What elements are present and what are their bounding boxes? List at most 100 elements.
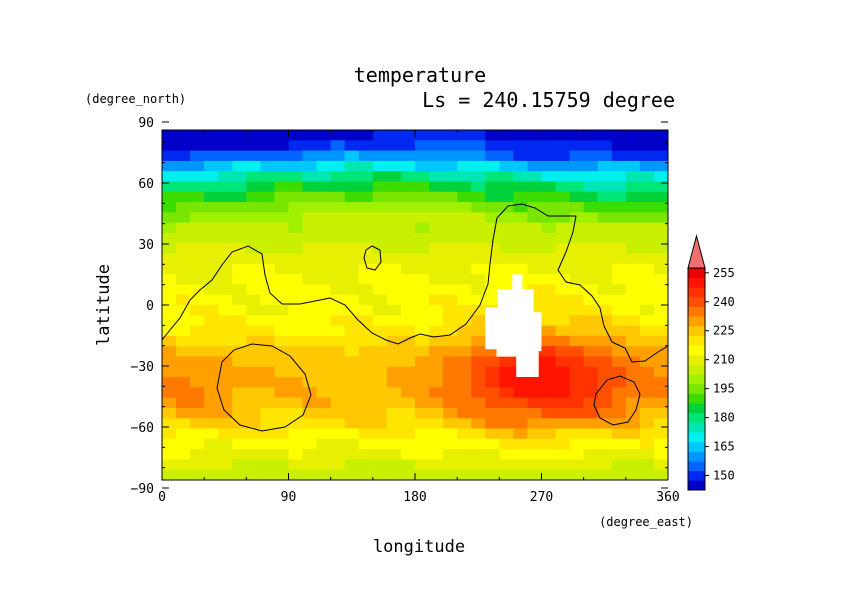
heatmap-cell bbox=[190, 346, 205, 358]
colorbar-label: 165 bbox=[713, 440, 735, 454]
heatmap-cell bbox=[218, 150, 233, 162]
heatmap-cell bbox=[358, 469, 374, 480]
colorbar-frame bbox=[687, 267, 706, 491]
heatmap-cell bbox=[597, 284, 613, 296]
heatmap-cell bbox=[415, 335, 430, 347]
colorbar-label: 255 bbox=[713, 266, 735, 280]
heatmap-cell bbox=[316, 284, 332, 296]
heatmap-cell bbox=[429, 274, 444, 286]
heatmap-cell bbox=[176, 469, 191, 480]
heatmap-cell bbox=[386, 449, 402, 461]
heatmap-cell bbox=[457, 407, 472, 419]
heatmap-cell bbox=[232, 212, 247, 224]
heatmap-cell bbox=[288, 202, 304, 213]
heatmap-cell bbox=[372, 181, 388, 193]
heatmap-cell bbox=[386, 459, 402, 471]
heatmap-cell bbox=[232, 140, 247, 152]
heatmap-cell bbox=[457, 232, 472, 244]
heatmap-cell bbox=[457, 438, 472, 450]
heatmap-cell bbox=[443, 438, 458, 450]
heatmap-cell bbox=[415, 232, 430, 244]
heatmap-cell bbox=[597, 140, 613, 152]
heatmap-cell bbox=[316, 212, 332, 224]
heatmap-cell bbox=[204, 366, 219, 378]
heatmap-cell bbox=[443, 253, 458, 265]
heatmap-cell bbox=[246, 366, 261, 378]
heatmap-cell bbox=[625, 335, 641, 347]
heatmap-cell bbox=[527, 294, 543, 306]
heatmap-cell bbox=[625, 449, 641, 461]
heatmap-cell bbox=[429, 387, 444, 399]
heatmap-cell bbox=[611, 130, 627, 141]
heatmap-cell bbox=[316, 294, 332, 306]
colorbar-label: 225 bbox=[713, 324, 735, 338]
heatmap-cell bbox=[344, 140, 360, 152]
heatmap-cell bbox=[400, 150, 416, 162]
heatmap-cell bbox=[302, 160, 318, 172]
heatmap-cell bbox=[653, 377, 668, 388]
heatmap-cell bbox=[541, 243, 557, 255]
heatmap-cell bbox=[218, 263, 233, 275]
heatmap-cell bbox=[302, 325, 318, 337]
heatmap-cell bbox=[330, 212, 346, 224]
heatmap-cell bbox=[358, 202, 374, 213]
heatmap-cell bbox=[569, 377, 585, 388]
heatmap-cell bbox=[471, 191, 486, 203]
heatmap-cell bbox=[190, 294, 205, 306]
heatmap-cell bbox=[218, 387, 233, 399]
heatmap-cell bbox=[162, 150, 177, 162]
heatmap-cell bbox=[274, 171, 290, 183]
heatmap-cell bbox=[162, 130, 177, 141]
heatmap-cell bbox=[527, 418, 543, 430]
heatmap-cell bbox=[429, 181, 444, 193]
heatmap-cell bbox=[358, 140, 374, 152]
heatmap-cell bbox=[499, 377, 514, 388]
heatmap-cell bbox=[330, 140, 346, 152]
colorbar-segment bbox=[688, 412, 705, 423]
heatmap-cell bbox=[415, 325, 430, 337]
heatmap-cell bbox=[204, 305, 219, 316]
heatmap-cell bbox=[190, 469, 205, 480]
heatmap-cell bbox=[260, 346, 276, 358]
heatmap-cell bbox=[176, 284, 191, 296]
colorbar-segment bbox=[688, 268, 705, 279]
heatmap-cell bbox=[288, 407, 304, 419]
heatmap-cell bbox=[499, 253, 514, 265]
heatmap-cell bbox=[372, 356, 388, 368]
heatmap-cell bbox=[344, 202, 360, 213]
heatmap-cell bbox=[400, 469, 416, 480]
heatmap-cell bbox=[372, 377, 388, 388]
heatmap-cell bbox=[218, 438, 233, 450]
colorbar-overflow-arrow bbox=[687, 234, 706, 269]
heatmap-cell bbox=[485, 253, 500, 265]
colorbar-label: 210 bbox=[713, 353, 735, 367]
heatmap-cell bbox=[358, 191, 374, 203]
heatmap-cell bbox=[358, 428, 374, 440]
heatmap-cell bbox=[555, 449, 571, 461]
heatmap-cell bbox=[162, 212, 177, 224]
heatmap-cell bbox=[316, 366, 332, 378]
heatmap-cell bbox=[485, 191, 500, 203]
heatmap-cell bbox=[527, 428, 543, 440]
y-tick-label: 0 bbox=[146, 299, 154, 314]
heatmap-cell bbox=[429, 397, 444, 409]
heatmap-cell bbox=[358, 438, 374, 450]
heatmap-cell bbox=[204, 407, 219, 419]
heatmap-cell bbox=[583, 366, 599, 378]
heatmap-cell bbox=[358, 459, 374, 471]
heatmap-cell bbox=[274, 130, 290, 141]
heatmap-cell bbox=[555, 325, 571, 337]
heatmap-cell bbox=[597, 366, 613, 378]
heatmap-cell bbox=[204, 130, 219, 141]
heatmap-cell bbox=[302, 305, 318, 316]
heatmap-cell bbox=[330, 294, 346, 306]
heatmap-cell bbox=[583, 377, 599, 388]
heatmap-cell bbox=[372, 284, 388, 296]
heatmap-cell bbox=[190, 377, 205, 388]
heatmap-cell bbox=[302, 315, 318, 327]
heatmap-cell bbox=[625, 377, 641, 388]
heatmap-cell bbox=[457, 130, 472, 141]
heatmap-cell bbox=[443, 325, 458, 337]
heatmap-cell bbox=[415, 243, 430, 255]
heatmap-cell bbox=[485, 449, 500, 461]
